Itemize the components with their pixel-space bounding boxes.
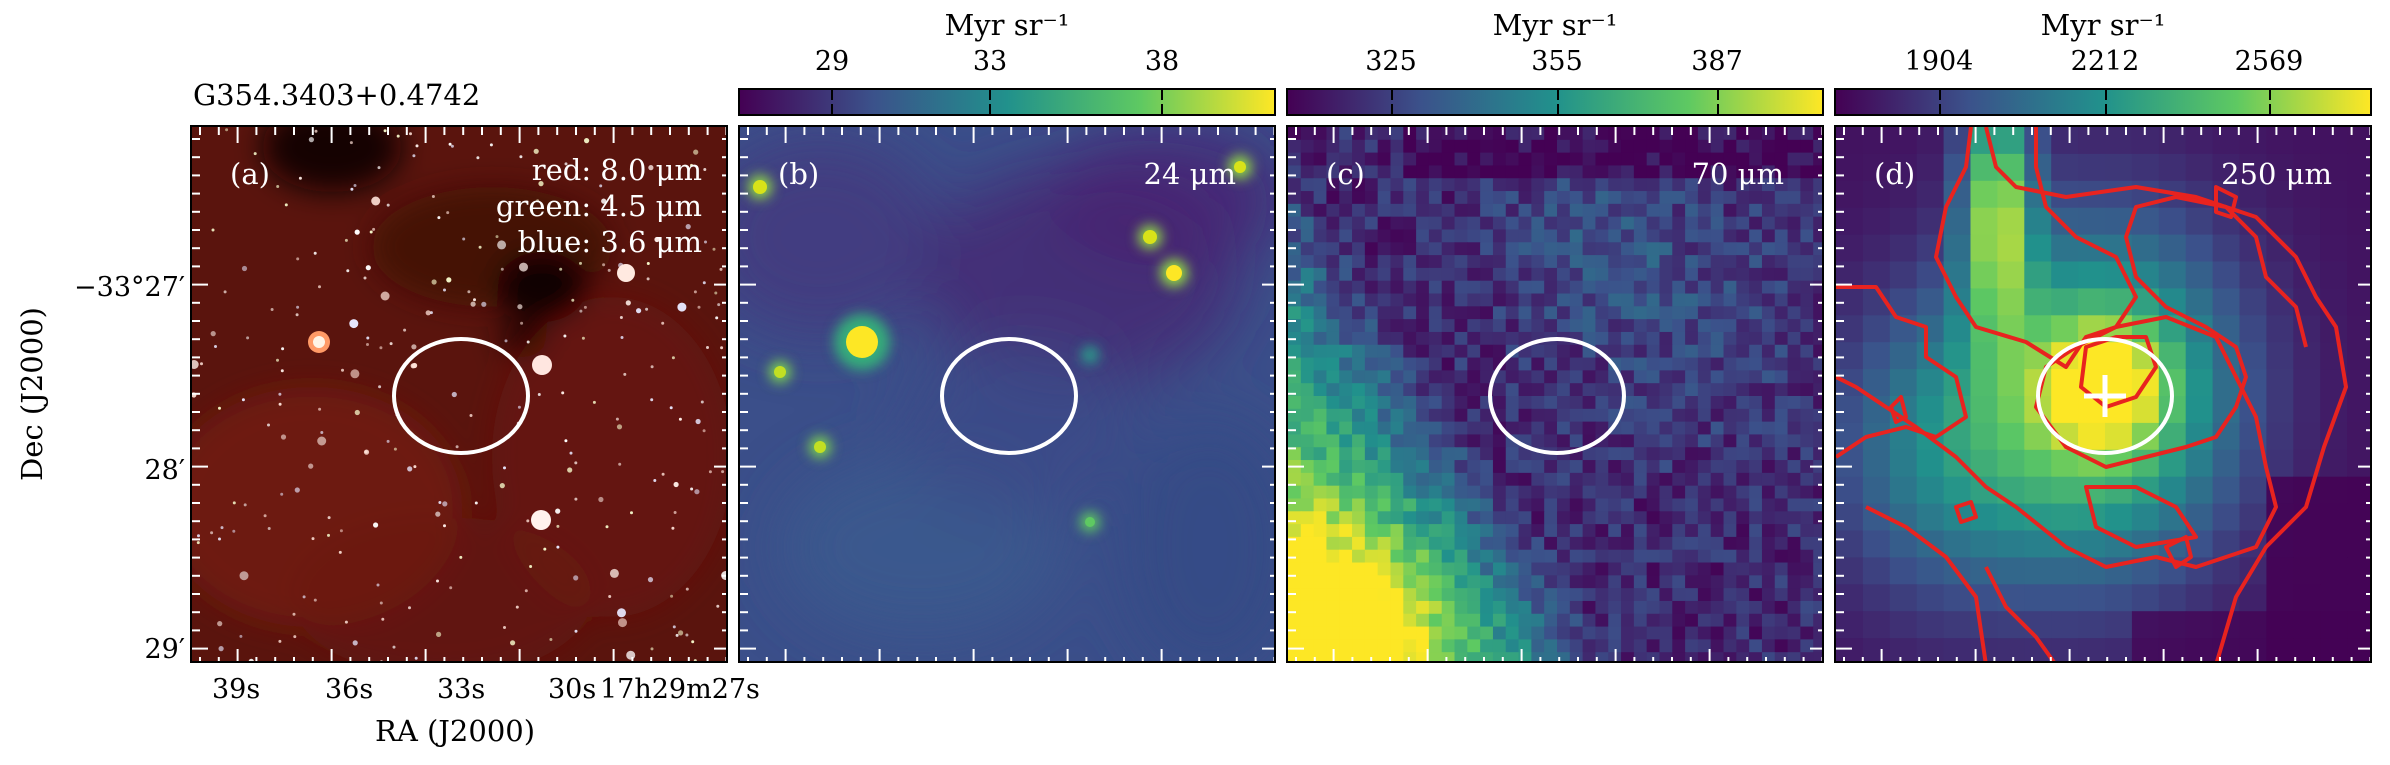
colorbar-unit: Myr sr⁻¹: [2040, 8, 2166, 42]
x-axis-label: RA (J2000): [375, 714, 536, 748]
colorbar-unit: Myr sr⁻¹: [1492, 8, 1618, 42]
band-legend-red: red: 8.0 μm: [531, 153, 702, 187]
colorbar-tick-label: 387: [1691, 46, 1743, 77]
band-legend-blue: blue: 3.6 μm: [517, 225, 702, 259]
colorbar-tick-label: 29: [814, 46, 850, 77]
pixel-map: [1288, 127, 1822, 661]
colorbar-tick-label: 2569: [2234, 46, 2304, 77]
ra-tick-label: 17h29m27s: [600, 674, 760, 705]
colorbar-unit: Myr sr⁻¹: [944, 8, 1070, 42]
ra-tick-label: 36s: [325, 674, 374, 705]
star-field: [192, 128, 726, 661]
dec-tick-label: −33°27′: [74, 272, 185, 303]
ra-tick-label: 39s: [212, 674, 261, 705]
panel-tag: (c): [1326, 157, 1365, 191]
band-legend-green: green: 4.5 μm: [495, 189, 702, 223]
colorbar-tick-label: 1904: [1904, 46, 1974, 77]
band-label: 70 μm: [1691, 157, 1784, 191]
colorbar-c: [1286, 88, 1824, 116]
ra-tick-label: 33s: [437, 674, 486, 705]
panel-tag: (b): [778, 157, 820, 191]
dec-tick-label: 29′: [144, 634, 186, 665]
colorbar-b: [738, 88, 1276, 116]
panel-d-250um-image: (d) 250 μm: [1834, 125, 2372, 663]
panel-c-70um-image: (c) 70 μm: [1286, 125, 1824, 663]
colorbar-tick-label: 2212: [2070, 46, 2140, 77]
aperture-ellipse: [392, 337, 530, 455]
colorbar-tick-label: 355: [1531, 46, 1583, 77]
colorbar-tick-label: 325: [1365, 46, 1417, 77]
aperture-ellipse: [1488, 337, 1626, 455]
panel-a-rgb-image: (a) red: 8.0 μm green: 4.5 μm blue: 3.6 …: [190, 125, 728, 663]
aperture-ellipse: [2036, 337, 2174, 455]
band-label: 24 μm: [1143, 157, 1236, 191]
band-label: 250 μm: [2221, 157, 2332, 191]
panel-tag: (a): [230, 157, 270, 191]
dec-tick-label: 28′: [144, 455, 186, 486]
peak-cross-marker: [2084, 375, 2126, 417]
source-name: G354.3403+0.4742: [193, 78, 481, 112]
panel-tag: (d): [1874, 157, 1916, 191]
colorbar-tick-label: 38: [1144, 46, 1180, 77]
colorbar-tick-label: 33: [972, 46, 1008, 77]
panel-b-24um-image: (b) 24 μm: [738, 125, 1276, 663]
aperture-ellipse: [940, 337, 1078, 455]
colorbar-d: [1834, 88, 2372, 116]
ra-tick-label: 30s: [548, 674, 597, 705]
y-axis-label: Dec (J2000): [15, 307, 49, 481]
contour-lines: [1836, 127, 2348, 661]
